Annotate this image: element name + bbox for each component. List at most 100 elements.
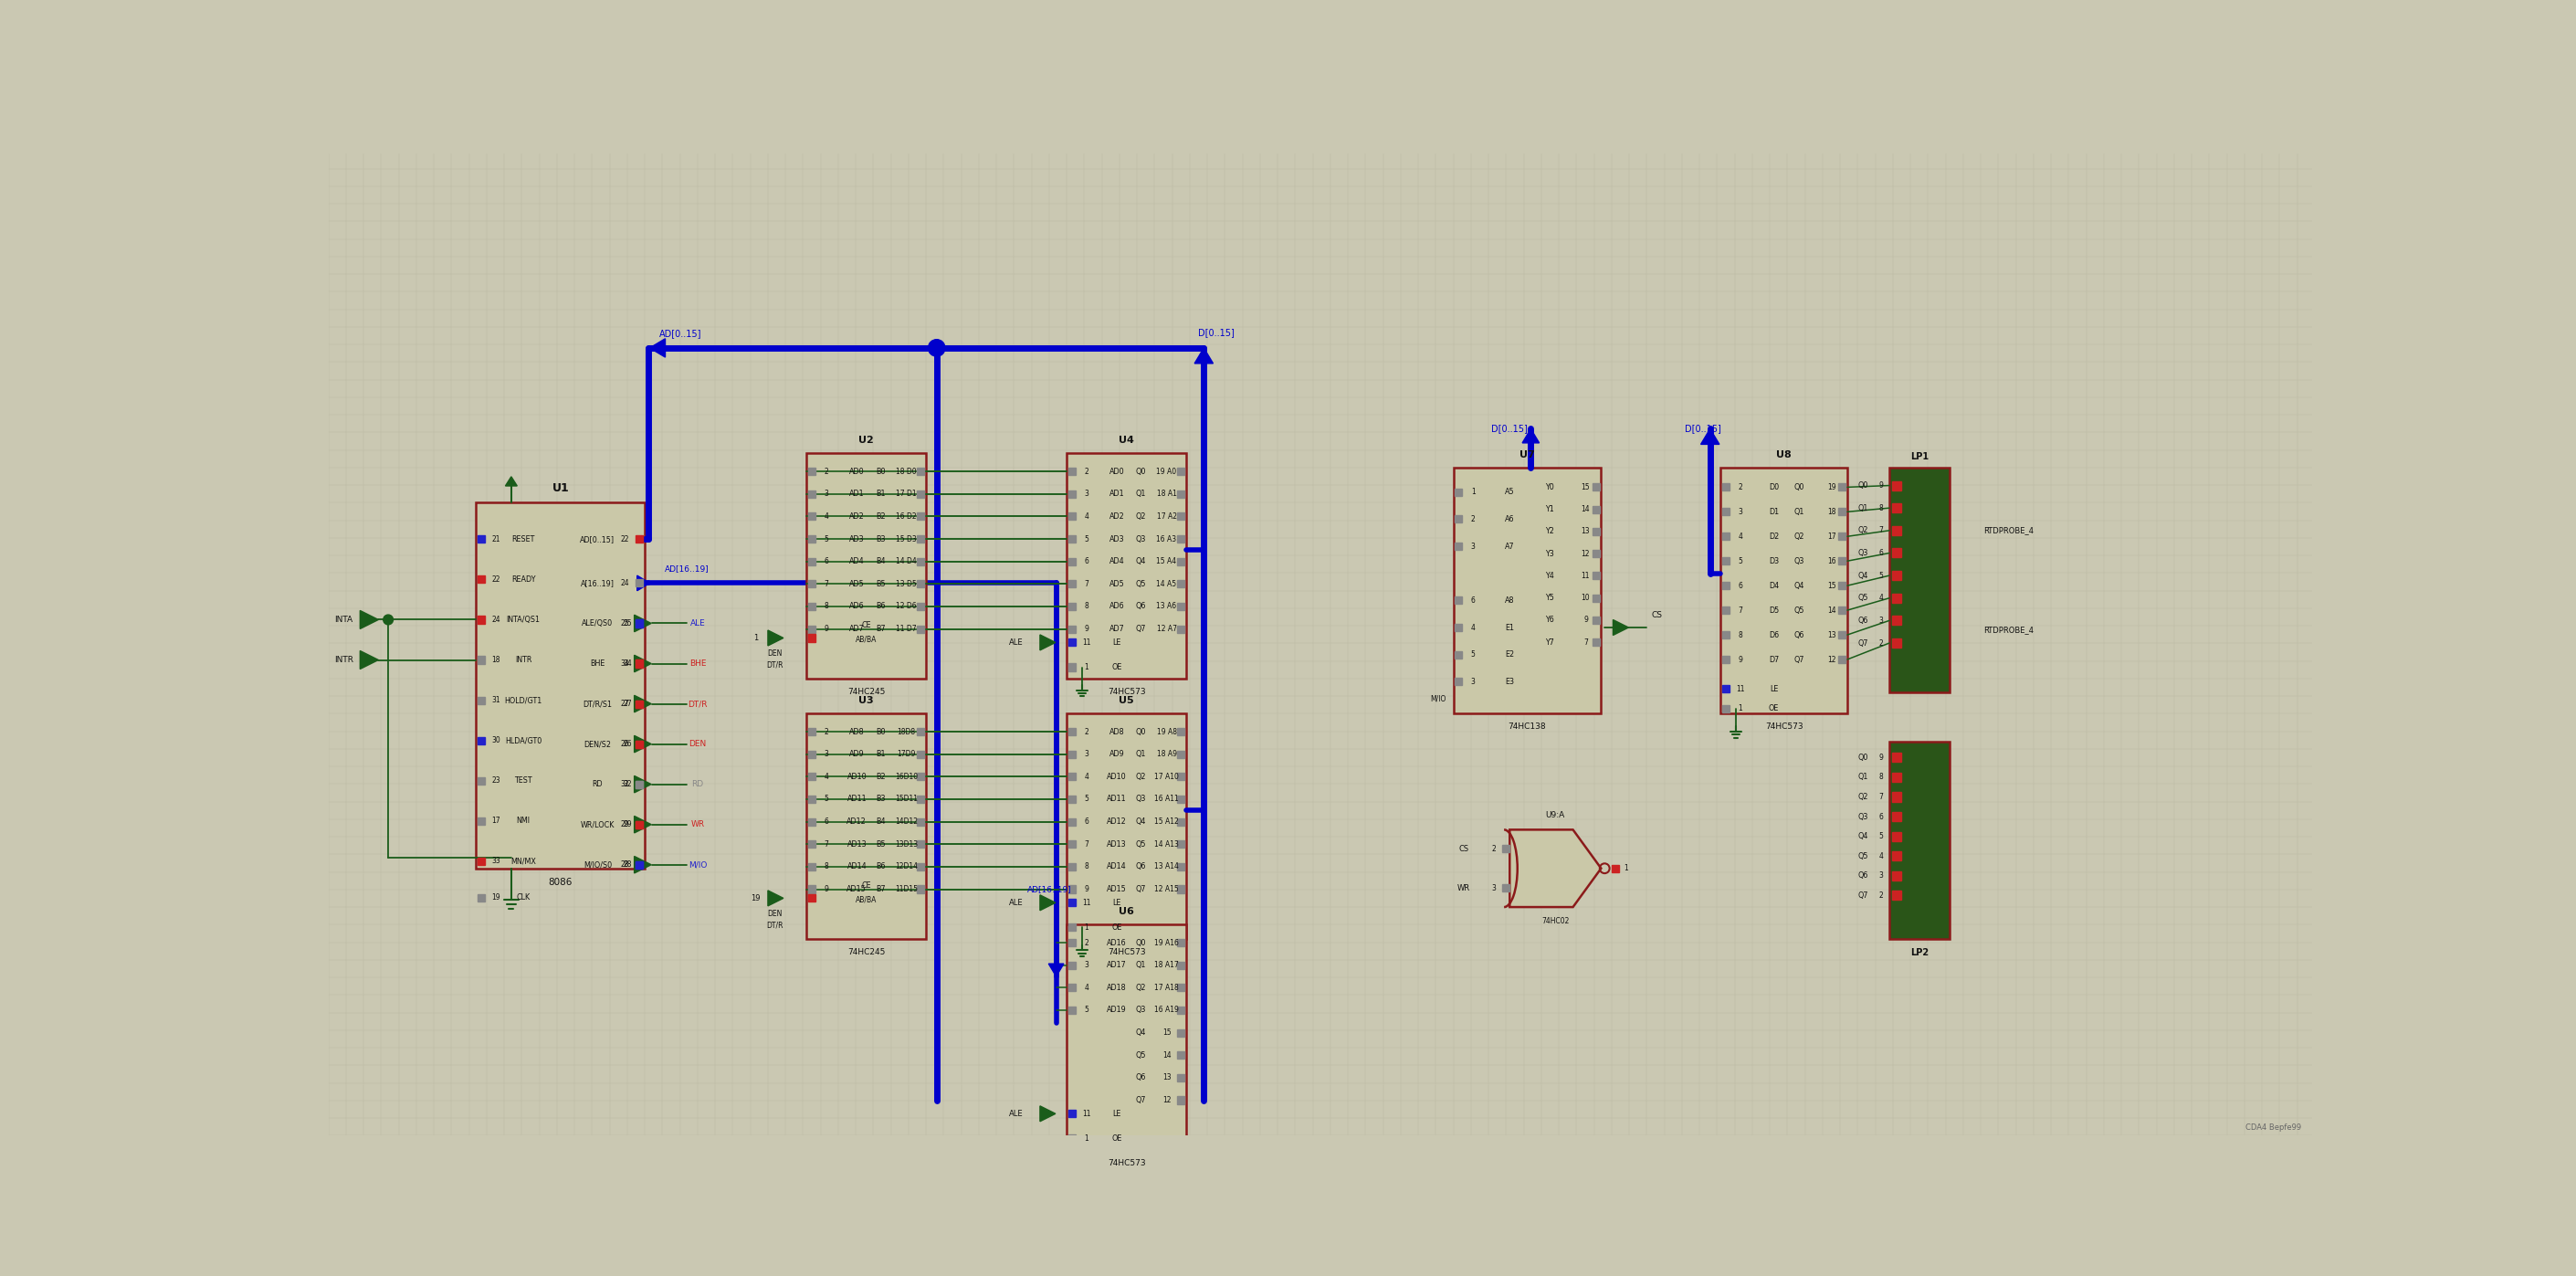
- Text: AD13: AD13: [1108, 840, 1126, 849]
- Bar: [477, 697, 484, 704]
- Bar: [1177, 886, 1185, 893]
- Bar: [1723, 706, 1728, 712]
- Bar: [917, 863, 925, 870]
- Text: B2: B2: [876, 772, 886, 781]
- Bar: [1891, 570, 1901, 581]
- Bar: [1069, 886, 1077, 893]
- Bar: [1592, 638, 1600, 646]
- Bar: [809, 602, 817, 610]
- Text: AD1: AD1: [850, 490, 866, 498]
- Text: RD: RD: [592, 780, 603, 789]
- Bar: [917, 750, 925, 758]
- Text: M/IO: M/IO: [688, 860, 706, 869]
- Text: 16 A19: 16 A19: [1154, 1005, 1180, 1014]
- Text: 3: 3: [1084, 961, 1090, 970]
- Text: OE: OE: [1770, 704, 1780, 713]
- Bar: [1177, 939, 1185, 947]
- Text: 13 A6: 13 A6: [1157, 602, 1177, 611]
- Bar: [636, 701, 644, 707]
- Bar: [1177, 773, 1185, 781]
- Text: 1: 1: [1471, 487, 1476, 496]
- Text: 26: 26: [621, 740, 629, 748]
- Text: 9: 9: [1584, 616, 1587, 624]
- Text: U6: U6: [1118, 907, 1133, 916]
- Text: 17D9: 17D9: [896, 750, 914, 758]
- Text: AD9: AD9: [1110, 750, 1126, 758]
- Text: D5: D5: [1770, 606, 1780, 614]
- Text: Q7: Q7: [1136, 886, 1146, 893]
- Text: 8: 8: [1878, 504, 1883, 512]
- Text: AD1: AD1: [1110, 490, 1126, 498]
- Text: DT/R: DT/R: [688, 699, 708, 708]
- Bar: [809, 535, 817, 542]
- Text: 3: 3: [824, 490, 829, 498]
- Text: CS: CS: [1458, 845, 1468, 852]
- Text: 6: 6: [1471, 596, 1476, 605]
- Text: 11: 11: [1736, 685, 1744, 693]
- Text: B4: B4: [876, 558, 886, 565]
- Text: Y4: Y4: [1546, 572, 1553, 579]
- Text: Q0: Q0: [1857, 753, 1868, 762]
- Text: 14D12: 14D12: [894, 818, 917, 826]
- Bar: [636, 660, 644, 667]
- Text: U9:A: U9:A: [1546, 812, 1566, 819]
- Text: 8: 8: [824, 602, 829, 611]
- Text: 2: 2: [1084, 939, 1090, 947]
- Text: A6: A6: [1504, 516, 1515, 523]
- Text: 11: 11: [1082, 1110, 1090, 1118]
- Bar: [1455, 651, 1463, 658]
- Text: AD6: AD6: [850, 602, 866, 611]
- Bar: [636, 536, 644, 542]
- Polygon shape: [1041, 634, 1056, 651]
- Bar: [1069, 625, 1077, 633]
- Text: 14 A13: 14 A13: [1154, 840, 1180, 849]
- Text: AB/BA: AB/BA: [855, 635, 876, 643]
- Circle shape: [927, 339, 945, 356]
- Text: CDA4 Bepfe99: CDA4 Bepfe99: [2246, 1123, 2300, 1132]
- Text: INTR: INTR: [335, 656, 353, 664]
- Bar: [1069, 581, 1077, 588]
- Bar: [809, 729, 817, 735]
- Bar: [1891, 872, 1901, 880]
- Text: 8: 8: [1084, 863, 1090, 870]
- Text: D4: D4: [1770, 582, 1780, 590]
- Text: 3: 3: [824, 750, 829, 758]
- Bar: [636, 781, 644, 789]
- Text: AD9: AD9: [850, 750, 866, 758]
- Bar: [809, 795, 817, 803]
- Bar: [1839, 558, 1844, 565]
- Text: D[0..15]: D[0..15]: [1492, 424, 1528, 434]
- Text: 11: 11: [1582, 572, 1589, 579]
- Text: ALE: ALE: [1010, 1110, 1023, 1118]
- Text: 13: 13: [1162, 1073, 1172, 1082]
- Text: 17 A10: 17 A10: [1154, 772, 1180, 781]
- Text: B6: B6: [876, 602, 886, 611]
- Bar: [1891, 481, 1901, 490]
- Bar: [1891, 638, 1901, 648]
- Text: 7: 7: [1878, 792, 1883, 801]
- Text: Q0: Q0: [1136, 939, 1146, 947]
- Text: AD6: AD6: [1110, 602, 1126, 611]
- Text: B1: B1: [876, 490, 886, 498]
- Text: AD15: AD15: [1108, 886, 1126, 893]
- Text: LE: LE: [1113, 898, 1121, 907]
- Text: Q0: Q0: [1857, 481, 1868, 490]
- Bar: [1177, 602, 1185, 610]
- Text: OE: OE: [1113, 1134, 1123, 1142]
- Text: 24: 24: [492, 615, 500, 624]
- Polygon shape: [634, 856, 652, 873]
- Bar: [917, 513, 925, 521]
- Text: 29: 29: [623, 820, 631, 828]
- Text: 4: 4: [1084, 772, 1090, 781]
- Text: 16 A3: 16 A3: [1157, 535, 1177, 544]
- Bar: [477, 575, 484, 583]
- Text: 12: 12: [1582, 550, 1589, 558]
- Text: HOLD/GT1: HOLD/GT1: [505, 695, 541, 704]
- Text: 16 D2: 16 D2: [896, 513, 917, 521]
- Text: 1: 1: [1084, 924, 1090, 931]
- Bar: [1177, 818, 1185, 826]
- Text: 34: 34: [623, 660, 631, 667]
- Text: 7: 7: [1084, 579, 1090, 588]
- Bar: [1069, 841, 1077, 847]
- Text: E1: E1: [1504, 624, 1515, 632]
